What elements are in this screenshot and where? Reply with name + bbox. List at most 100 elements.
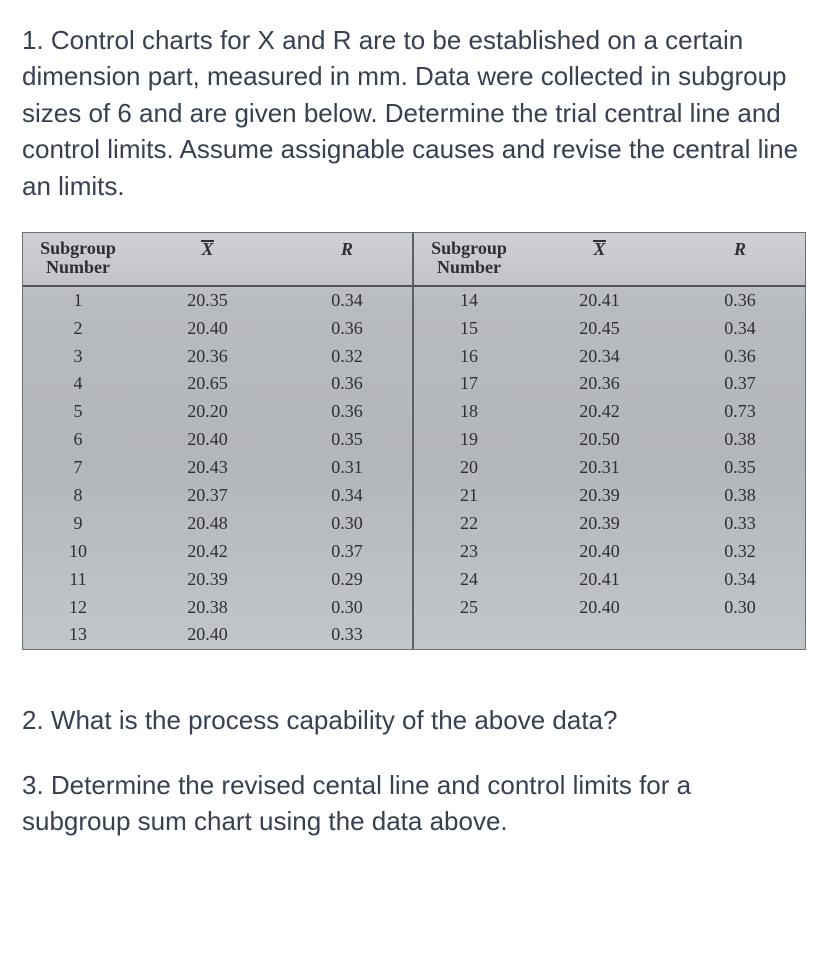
cell-xbar: 20.37 [133, 482, 282, 510]
cell-xbar: 20.39 [524, 482, 675, 510]
table-row: 1920.500.38 [414, 426, 805, 454]
table-row: 920.480.30 [23, 510, 412, 538]
cell-subgroup: 19 [414, 426, 524, 454]
cell-r: 0.33 [282, 621, 412, 649]
cell-subgroup: 13 [23, 621, 133, 649]
cell-xbar: 20.40 [524, 538, 675, 566]
cell-subgroup: 17 [414, 370, 524, 398]
cell-subgroup: 24 [414, 566, 524, 594]
cell-r: 0.36 [282, 398, 412, 426]
cell-r: 0.34 [675, 566, 805, 594]
table-row: 2520.400.30 [414, 594, 805, 622]
cell-subgroup: 14 [414, 287, 524, 315]
cell-r: 0.36 [675, 287, 805, 315]
header-r-label-left: R [341, 239, 353, 259]
cell-xbar: 20.42 [524, 398, 675, 426]
cell-xbar: 20.43 [133, 454, 282, 482]
cell-r: 0.35 [675, 454, 805, 482]
cell-r: 0.37 [675, 370, 805, 398]
table-row: 2020.310.35 [414, 454, 805, 482]
cell-subgroup: 7 [23, 454, 133, 482]
cell-r: 0.34 [282, 287, 412, 315]
table-row: 1520.450.34 [414, 315, 805, 343]
cell-subgroup: 3 [23, 343, 133, 371]
question-1-text: 1. Control charts for X and R are to be … [22, 22, 806, 204]
cell-xbar: 20.39 [133, 566, 282, 594]
table-row: 720.430.31 [23, 454, 412, 482]
table-row: 320.360.32 [23, 343, 412, 371]
table-left-half: Subgroup Number X R 120.350.34220.400.36… [23, 233, 414, 649]
cell-subgroup: 16 [414, 343, 524, 371]
table-row: 420.650.36 [23, 370, 412, 398]
cell-xbar: 20.50 [524, 426, 675, 454]
cell-xbar: 20.38 [133, 594, 282, 622]
cell-subgroup: 20 [414, 454, 524, 482]
table-row: 620.400.35 [23, 426, 412, 454]
table-row: 2320.400.32 [414, 538, 805, 566]
table-row: 1220.380.30 [23, 594, 412, 622]
header-x-label-left: X [201, 239, 213, 259]
cell-subgroup: 1 [23, 287, 133, 315]
table-row: 1020.420.37 [23, 538, 412, 566]
cell-xbar: 20.45 [524, 315, 675, 343]
table-row: 1420.410.36 [414, 287, 805, 315]
cell-r: 0.73 [675, 398, 805, 426]
cell-xbar: 20.31 [524, 454, 675, 482]
cell-subgroup: 18 [414, 398, 524, 426]
cell-xbar: 20.42 [133, 538, 282, 566]
cell-r: 0.36 [282, 370, 412, 398]
cell-r: 0.30 [282, 594, 412, 622]
cell-subgroup: 4 [23, 370, 133, 398]
cell-r: 0.32 [675, 538, 805, 566]
cell-subgroup: 8 [23, 482, 133, 510]
header-subgroup-line2: Number [46, 258, 110, 277]
table-row: 1120.390.29 [23, 566, 412, 594]
table-row: 1620.340.36 [414, 343, 805, 371]
table-row: 820.370.34 [23, 482, 412, 510]
table-row: 2420.410.34 [414, 566, 805, 594]
cell-xbar: 20.48 [133, 510, 282, 538]
cell-xbar: 20.41 [524, 566, 675, 594]
question-2-text: 2. What is the process capability of the… [22, 702, 806, 738]
cell-xbar: 20.34 [524, 343, 675, 371]
table-row: 220.400.36 [23, 315, 412, 343]
cell-subgroup: 12 [23, 594, 133, 622]
cell-r: 0.30 [282, 510, 412, 538]
cell-r: 0.36 [675, 343, 805, 371]
cell-xbar: 20.40 [133, 621, 282, 649]
cell-xbar: 20.36 [133, 343, 282, 371]
cell-subgroup: 5 [23, 398, 133, 426]
table-header-right: Subgroup Number X R [414, 233, 805, 287]
table-header-left: Subgroup Number X R [23, 233, 412, 287]
cell-xbar: 20.40 [133, 426, 282, 454]
header-subgroup-line2-r: Number [437, 258, 501, 277]
cell-xbar: 20.40 [524, 594, 675, 622]
header-r-label-right: R [734, 239, 746, 259]
cell-r: 0.32 [282, 343, 412, 371]
cell-subgroup: 22 [414, 510, 524, 538]
cell-xbar: 20.65 [133, 370, 282, 398]
cell-r: 0.31 [282, 454, 412, 482]
cell-r: 0.37 [282, 538, 412, 566]
header-xbar-icon: X [201, 239, 213, 260]
cell-r: 0.36 [282, 315, 412, 343]
cell-subgroup: 11 [23, 566, 133, 594]
table-row: 2220.390.33 [414, 510, 805, 538]
table-right-half: Subgroup Number X R 1420.410.361520.450.… [414, 233, 805, 649]
data-table: Subgroup Number X R 120.350.34220.400.36… [22, 232, 806, 650]
cell-r: 0.38 [675, 426, 805, 454]
header-subgroup-line1: Subgroup [40, 239, 116, 258]
cell-subgroup: 2 [23, 315, 133, 343]
table-row: 2120.390.38 [414, 482, 805, 510]
question-3-text: 3. Determine the revised cental line and… [22, 767, 806, 840]
table-row: 1820.420.73 [414, 398, 805, 426]
cell-subgroup: 21 [414, 482, 524, 510]
cell-xbar: 20.40 [133, 315, 282, 343]
table-row: 120.350.34 [23, 287, 412, 315]
header-subgroup-line1-r: Subgroup [431, 239, 507, 258]
header-x-label-right: X [593, 239, 605, 259]
cell-subgroup: 6 [23, 426, 133, 454]
cell-r: 0.33 [675, 510, 805, 538]
cell-subgroup: 23 [414, 538, 524, 566]
cell-subgroup: 25 [414, 594, 524, 622]
